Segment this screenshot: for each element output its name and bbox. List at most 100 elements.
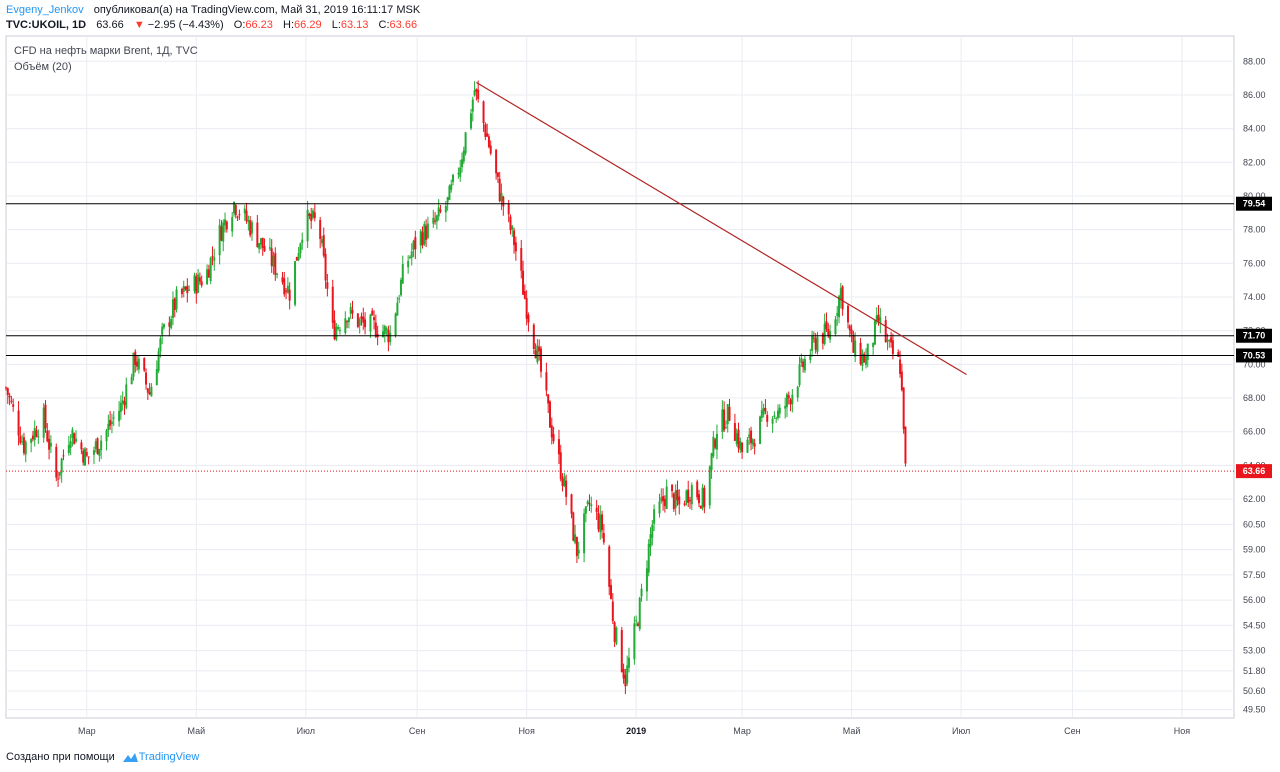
candle-up: [762, 408, 765, 415]
candle-up: [586, 501, 589, 505]
candle-down: [636, 623, 639, 626]
candle-up: [809, 354, 812, 361]
candle-down: [557, 439, 560, 455]
candle-up: [771, 418, 774, 424]
candle-down: [522, 270, 525, 295]
level-badge-label: 71.70: [1243, 331, 1266, 341]
candle-down: [31, 435, 34, 440]
level-badge: [1236, 196, 1272, 211]
candle-down: [825, 321, 828, 330]
candle-down: [211, 256, 214, 258]
candle-down: [200, 281, 203, 286]
candle-up: [60, 458, 63, 473]
candle-up: [461, 159, 464, 168]
candle-up: [132, 352, 135, 377]
candle-up: [469, 113, 472, 129]
x-tick-label: Мар: [78, 726, 96, 736]
candle-up: [803, 359, 806, 371]
candle-down: [696, 481, 699, 498]
candle-up: [450, 184, 453, 190]
y-tick-label: 66.00: [1243, 427, 1266, 437]
tradingview-brand-link[interactable]: TradingView: [119, 750, 199, 764]
candle-up: [784, 405, 787, 409]
footer-credit: Создано при помощи TradingView: [6, 750, 199, 764]
candle-down: [362, 316, 365, 323]
candle-up: [590, 504, 593, 507]
candle-down: [495, 149, 498, 174]
candle-down: [877, 314, 880, 321]
candle-down: [527, 314, 530, 323]
author-link[interactable]: Evgeny_Jenkov: [6, 4, 84, 16]
publish-info: Evgeny_Jenkov опубликовал(а) на TradingV…: [6, 3, 1276, 18]
candle-down: [863, 353, 866, 363]
candle-up: [647, 544, 650, 573]
candle-down: [109, 419, 112, 426]
candle-down: [310, 213, 313, 222]
candle-up: [751, 439, 754, 445]
candle-up: [71, 429, 74, 439]
candle-down: [373, 317, 376, 321]
candle-up: [188, 289, 191, 291]
candle-up: [347, 317, 350, 323]
candle-up: [423, 224, 426, 245]
candle-down: [572, 512, 575, 541]
candle-down: [87, 456, 90, 458]
candle-down: [487, 136, 490, 147]
candle-up: [206, 269, 209, 285]
candle-up: [75, 438, 78, 442]
candle-up: [155, 369, 158, 386]
candle-down: [22, 437, 25, 453]
candle-down: [245, 210, 248, 222]
price-axis[interactable]: 88.00 86.00 84.00 82.00 80.00 78.00 76.00 74.00…: [1236, 56, 1272, 715]
time-axis[interactable]: Мар Май Июл Сен Ноя 2019 Мар Май Июл Сен Ноя: [78, 726, 1190, 736]
candle-down: [80, 442, 83, 450]
candle-down: [733, 423, 736, 441]
last-price: 63.66: [96, 19, 124, 31]
candle-down: [523, 291, 526, 299]
candle-down: [737, 429, 740, 449]
candle-up: [412, 240, 415, 250]
candle-down: [570, 494, 573, 514]
x-tick-label: Июл: [297, 726, 315, 736]
x-tick-label: Сен: [1064, 726, 1081, 736]
candle-up: [320, 239, 323, 244]
candle-down: [841, 286, 844, 310]
y-tick-label: 57.50: [1243, 570, 1266, 580]
candle-up: [437, 207, 440, 217]
candle-down: [425, 225, 428, 240]
candle-up: [653, 509, 656, 524]
candle-up: [660, 497, 663, 502]
candle-up: [633, 623, 636, 660]
candle-down: [787, 395, 790, 399]
candle-down: [545, 372, 548, 391]
candle-up: [98, 449, 101, 456]
trend-line[interactable]: [476, 81, 967, 375]
candle-up: [464, 132, 467, 154]
candle-up: [118, 410, 121, 422]
candle-up: [577, 549, 580, 554]
candle-down: [689, 500, 692, 502]
candle-down: [486, 133, 489, 137]
candle-up: [259, 238, 262, 245]
candle-down: [414, 237, 417, 250]
candle-up: [383, 326, 386, 335]
plot-area[interactable]: [5, 35, 1235, 719]
candle-down: [19, 436, 22, 443]
candle-up: [760, 410, 763, 418]
candle-up: [335, 326, 338, 340]
candle-down: [48, 438, 51, 450]
candle-down: [620, 630, 623, 672]
candle-down: [613, 622, 616, 642]
candle-up: [584, 506, 587, 514]
candle-up: [161, 326, 164, 335]
price-chart[interactable]: 88.00 86.00 84.00 82.00 80.00 78.00 76.00 74.00…: [0, 34, 1280, 746]
candle-up: [24, 441, 27, 455]
candle-up: [112, 417, 115, 419]
price-badge: [1236, 464, 1272, 479]
candle-up: [854, 340, 857, 357]
candle-down: [741, 442, 744, 453]
candle-down: [256, 222, 259, 248]
candle-up: [67, 444, 70, 454]
candle-up: [42, 407, 45, 438]
candle-up: [645, 568, 648, 592]
